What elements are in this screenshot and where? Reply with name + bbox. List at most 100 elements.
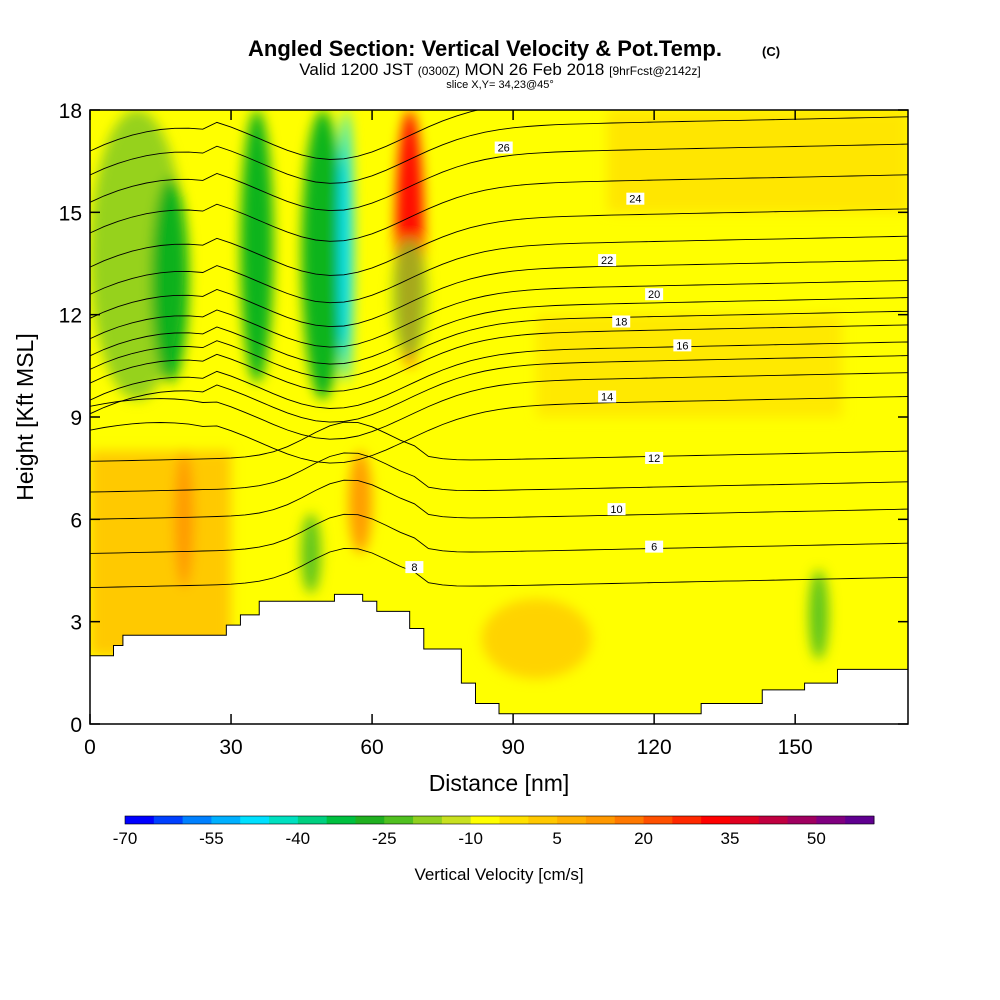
colorbar-swatch <box>528 816 558 824</box>
contour-label-box <box>626 192 645 205</box>
contour-label-text: 18 <box>615 316 627 328</box>
colorbar-swatch <box>413 816 443 824</box>
slice-label: slice X,Y= 34,23@45° <box>446 79 554 91</box>
velocity-cell <box>607 110 908 213</box>
contour-label-text: 20 <box>648 289 660 301</box>
chart-title-unit: (C) <box>762 44 780 59</box>
contour-lines <box>90 110 908 589</box>
forecast-label: [9hrFcst@2142z] <box>609 64 701 78</box>
contour-label-text: 12 <box>648 453 660 465</box>
valid-date: MON 26 Feb 2018 <box>465 60 605 79</box>
contour-label: 24 <box>626 192 645 206</box>
colorbar-swatch <box>211 816 241 824</box>
colorbar-swatch <box>816 816 846 824</box>
contour-label: 10 <box>607 503 626 516</box>
contour-label-text: 16 <box>676 340 688 352</box>
contour-label-box <box>494 141 513 154</box>
colorbar-label: -55 <box>199 829 224 848</box>
contour-line <box>90 452 908 493</box>
contour-label-box <box>405 561 424 574</box>
contour-line <box>90 143 908 212</box>
colorbar-label: -25 <box>372 829 397 848</box>
contour-label-text: 8 <box>411 562 417 574</box>
contour-line <box>90 259 908 328</box>
velocity-cell <box>301 110 344 400</box>
colorbar-swatch <box>470 816 500 824</box>
colorbar-swatch <box>701 816 731 824</box>
velocity-cell <box>339 110 354 383</box>
contour-label-text: 24 <box>629 194 641 206</box>
contour-label: 8 <box>405 561 424 574</box>
valid-prefix: Valid 1200 JST <box>299 60 413 79</box>
contour-label-box <box>598 390 617 403</box>
contour-label: 22 <box>598 254 617 267</box>
velocity-cell <box>808 569 829 660</box>
contour-line <box>90 297 908 365</box>
contour-label-box <box>645 540 664 553</box>
colorbar-label: 35 <box>721 829 740 848</box>
contour-line <box>90 513 908 554</box>
y-tick-label: 15 <box>59 202 82 225</box>
contour-line <box>90 355 908 423</box>
velocity-cell <box>151 178 189 383</box>
colorbar-label: -40 <box>286 829 311 848</box>
colorbar-swatch <box>441 816 472 824</box>
contour-label: 14 <box>598 390 617 404</box>
colorbar-swatch <box>614 816 645 824</box>
x-axis-title: Distance [nm] <box>429 770 570 796</box>
plot-area: 6 8 10 12 14 16 18 20 22 24 26 <box>90 110 908 724</box>
chart-subtitle: Valid 1200 JST (0300Z) MON 26 Feb 2018 [… <box>299 60 700 79</box>
contour-label-text: 26 <box>498 143 510 155</box>
contour-label-box <box>612 315 631 328</box>
colorbar-swatch <box>326 816 356 824</box>
contour-label: 12 <box>645 451 664 465</box>
colorbar-swatch <box>758 816 789 824</box>
velocity-field <box>90 110 908 679</box>
contour-line <box>90 372 908 440</box>
colorbar-label: 5 <box>552 829 561 848</box>
y-tick-label: 9 <box>70 407 82 430</box>
colorbar-swatch <box>845 816 875 824</box>
colorbar-swatch <box>125 816 155 824</box>
contour-label-box <box>645 288 664 301</box>
x-tick-label: 150 <box>778 736 813 759</box>
colorbar-swatch <box>787 816 817 824</box>
contour-labels: 6 8 10 12 14 16 18 20 22 24 26 <box>405 141 692 574</box>
y-tick-label: 3 <box>70 612 82 635</box>
contour-label-text: 10 <box>610 504 622 516</box>
colorbar: -70 -55 -40 -25 -10 5 20 35 50 <box>113 815 875 848</box>
contour-label: 16 <box>673 339 692 352</box>
x-tick-label: 30 <box>219 736 242 759</box>
velocity-cell <box>481 598 592 679</box>
contour-label-text: 14 <box>601 392 613 404</box>
y-tick-label: 0 <box>70 714 82 737</box>
contour-label-box <box>645 451 664 464</box>
colorbar-label: -10 <box>458 829 483 848</box>
colorbar-swatch <box>672 816 702 824</box>
terrain <box>90 593 908 724</box>
velocity-cell <box>348 451 373 554</box>
contour-line <box>90 116 908 184</box>
contour-line <box>90 235 908 304</box>
x-tick-label: 90 <box>501 736 524 759</box>
contour-line <box>90 110 480 160</box>
contour-line <box>90 547 908 589</box>
colorbar-swatch <box>729 816 760 824</box>
contour-line <box>90 421 908 462</box>
velocity-cell <box>240 110 274 383</box>
colorbar-swatch <box>585 816 616 824</box>
velocity-cell <box>391 237 428 358</box>
y-axis: 0 3 6 9 12 15 18 <box>59 100 908 737</box>
contour-label: 26 <box>494 141 513 155</box>
contour-label: 6 <box>645 540 664 554</box>
terrain-shape <box>90 593 908 724</box>
x-tick-label: 60 <box>360 736 383 759</box>
contour-line <box>90 341 908 409</box>
y-tick-label: 18 <box>59 100 82 123</box>
chart-title: Angled Section: Vertical Velocity & Pot.… <box>248 36 722 61</box>
contour-label-box <box>673 339 692 352</box>
colorbar-swatch <box>182 816 212 824</box>
colorbar-label: -70 <box>113 829 138 848</box>
y-tick-label: 12 <box>59 305 82 328</box>
colorbar-swatch <box>643 816 673 824</box>
